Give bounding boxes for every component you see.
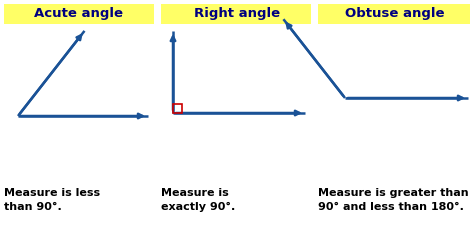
Text: Measure is greater than: Measure is greater than [318, 188, 469, 198]
Text: Measure is: Measure is [161, 188, 229, 198]
Text: Acute angle: Acute angle [35, 7, 124, 20]
Bar [161, 4, 311, 24]
Bar [318, 4, 470, 24]
Text: exactly 90°.: exactly 90°. [161, 202, 235, 212]
Text: Obtuse angle: Obtuse angle [345, 7, 445, 20]
Text: Measure is less: Measure is less [4, 188, 100, 198]
Text: 90° and less than 180°.: 90° and less than 180°. [318, 202, 464, 212]
Bar [173, 104, 182, 113]
Text: Right angle: Right angle [194, 7, 280, 20]
Bar [4, 4, 154, 24]
Text: than 90°.: than 90°. [4, 202, 62, 212]
